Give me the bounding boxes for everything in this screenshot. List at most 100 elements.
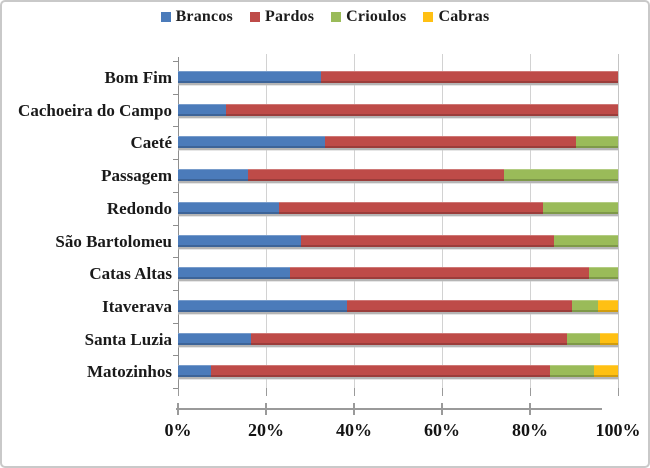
bar-segment-pardos bbox=[290, 267, 590, 279]
x-axis-labels: 0% 20% 40% 60% 80% 100% bbox=[0, 420, 650, 446]
category-label: Matozinhos bbox=[87, 362, 172, 381]
bar-segment-crioulos bbox=[543, 202, 618, 214]
bar-segment-brancos bbox=[178, 365, 211, 377]
x-axis-tick bbox=[529, 403, 531, 415]
category-label: Bom Fim bbox=[104, 68, 172, 87]
category-axis-tick bbox=[173, 126, 178, 127]
bar-segment-crioulos bbox=[503, 169, 618, 181]
category-axis-tick bbox=[173, 61, 178, 62]
stacked-bar bbox=[178, 300, 618, 312]
bar-segment-crioulos bbox=[549, 365, 594, 377]
legend: Brancos Pardos Crioulos Cabras bbox=[0, 8, 650, 26]
bar-segment-brancos bbox=[178, 202, 280, 214]
bar-segment-brancos bbox=[178, 71, 321, 83]
x-axis-label: 0% bbox=[164, 420, 192, 440]
bar-segment-cabras bbox=[600, 333, 618, 345]
axis-tick bbox=[354, 388, 355, 396]
legend-label: Cabras bbox=[438, 8, 490, 25]
bar-segment-cabras bbox=[593, 365, 618, 377]
category-axis-tick bbox=[173, 94, 178, 95]
bar-segment-pardos bbox=[211, 365, 550, 377]
gridline bbox=[618, 54, 619, 395]
bar-row bbox=[178, 159, 618, 192]
legend-item-crioulos: Crioulos bbox=[331, 8, 406, 26]
x-axis-tick bbox=[265, 403, 267, 415]
gridline bbox=[442, 54, 443, 395]
gridline bbox=[266, 54, 267, 395]
bar-segment-brancos bbox=[178, 333, 251, 345]
category-label: Catas Altas bbox=[89, 264, 172, 283]
legend-label: Brancos bbox=[175, 8, 233, 25]
bar-segment-crioulos bbox=[567, 333, 601, 345]
bar-segment-brancos bbox=[178, 169, 249, 181]
bar-segment-pardos bbox=[279, 202, 544, 214]
bar-segment-brancos bbox=[178, 104, 227, 116]
x-axis-label: 20% bbox=[248, 420, 284, 440]
category-label: Passagem bbox=[101, 166, 172, 185]
axis-tick bbox=[530, 388, 531, 396]
category-label: Caeté bbox=[130, 133, 172, 152]
stacked-bar bbox=[178, 267, 618, 279]
category-axis-tick bbox=[173, 159, 178, 160]
bar-segment-crioulos bbox=[571, 300, 599, 312]
stacked-bar bbox=[178, 71, 618, 83]
category-axis-tick bbox=[173, 388, 178, 389]
category-label: Santa Luzia bbox=[84, 330, 172, 349]
bar-row bbox=[178, 290, 618, 323]
legend-item-brancos: Brancos bbox=[160, 8, 233, 26]
stacked-bar bbox=[178, 136, 618, 148]
bar-segment-pardos bbox=[347, 300, 572, 312]
bar-segment-pardos bbox=[325, 136, 577, 148]
legend-label: Pardos bbox=[264, 8, 315, 25]
x-axis-tick bbox=[177, 403, 179, 415]
x-axis-tick bbox=[353, 403, 355, 415]
stacked-bar bbox=[178, 235, 618, 247]
bar-row bbox=[178, 126, 618, 159]
x-axis-label: 60% bbox=[424, 420, 460, 440]
bar-segment-pardos bbox=[226, 104, 618, 116]
bar-segment-brancos bbox=[178, 235, 302, 247]
axis-tick bbox=[442, 388, 443, 396]
bar-row bbox=[178, 94, 618, 127]
legend-item-pardos: Pardos bbox=[249, 8, 315, 26]
bar-segment-brancos bbox=[178, 267, 291, 279]
category-label: Itaverava bbox=[102, 297, 172, 316]
bar-segment-cabras bbox=[598, 300, 618, 312]
category-axis-tick bbox=[173, 290, 178, 291]
bar-segment-pardos bbox=[248, 169, 504, 181]
bar-row bbox=[178, 225, 618, 258]
bar-row bbox=[178, 257, 618, 290]
bar-segment-pardos bbox=[301, 235, 555, 247]
legend-item-cabras: Cabras bbox=[423, 8, 489, 26]
stacked-bar bbox=[178, 365, 618, 377]
bar-segment-crioulos bbox=[589, 267, 618, 279]
x-axis-label: 100% bbox=[595, 420, 641, 440]
x-axis-label: 40% bbox=[336, 420, 372, 440]
bar-segment-brancos bbox=[178, 300, 348, 312]
bar-row bbox=[178, 323, 618, 356]
category-label: São Bartolomeu bbox=[55, 232, 172, 251]
category-labels: Bom Fim Cachoeira do Campo Caeté Passagem Re… bbox=[0, 61, 172, 388]
bar-row bbox=[178, 61, 618, 94]
legend-swatch-icon bbox=[423, 12, 434, 22]
bar-segment-pardos bbox=[250, 333, 568, 345]
category-axis-tick bbox=[173, 355, 178, 356]
category-axis-tick bbox=[173, 257, 178, 258]
x-axis-label: 80% bbox=[512, 420, 548, 440]
x-axis-tick bbox=[441, 403, 443, 415]
plot-area bbox=[173, 54, 619, 396]
category-label: Cachoeira do Campo bbox=[18, 101, 172, 120]
gridline bbox=[530, 54, 531, 395]
legend-swatch-icon bbox=[160, 12, 171, 22]
bar-row bbox=[178, 355, 618, 388]
bar-row bbox=[178, 192, 618, 225]
x-axis-line bbox=[176, 403, 602, 415]
bar-segment-crioulos bbox=[554, 235, 618, 247]
stacked-bar bbox=[178, 202, 618, 214]
axis-tick bbox=[178, 388, 179, 396]
bar-segment-crioulos bbox=[576, 136, 618, 148]
category-axis-tick bbox=[173, 192, 178, 193]
gridline bbox=[178, 57, 179, 395]
stacked-bar bbox=[178, 104, 618, 116]
category-axis-tick bbox=[173, 225, 178, 226]
